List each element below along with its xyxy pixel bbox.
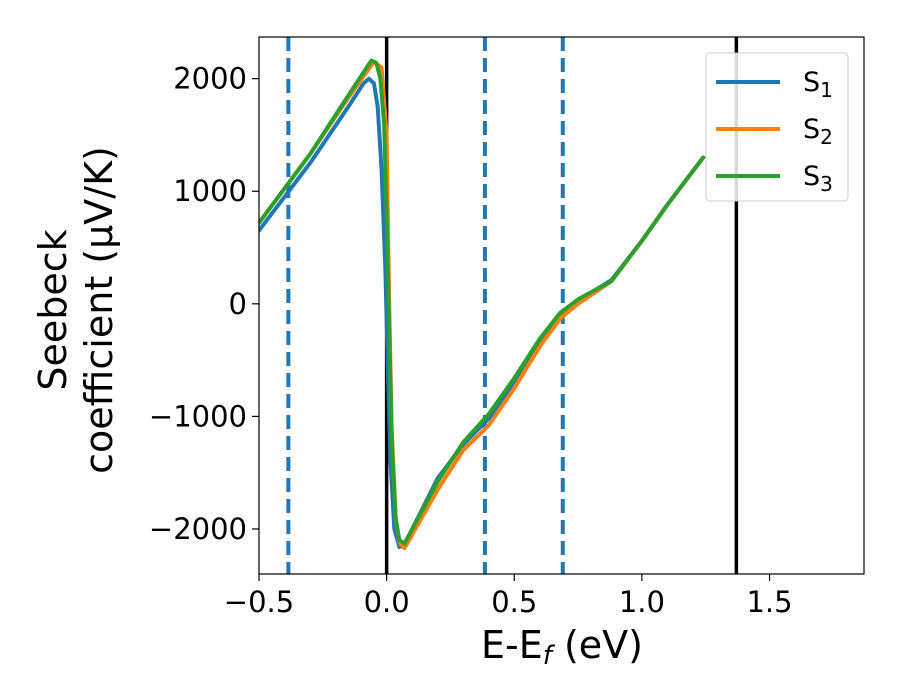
x-tick-label: 0.0 [364,585,410,619]
x-tick-label: −0.5 [224,585,294,619]
x-axis-title-main: E-E [481,623,543,667]
legend-label-main: S [803,114,820,145]
x-axis-title: E-Ef (eV) [481,623,643,671]
series-line-s3 [259,58,706,546]
y-tick-label: −2000 [149,512,247,546]
legend-label-s2: S2 [803,114,833,149]
y-tick-label: 0 [229,287,247,321]
y-axis-title: Seebeck coefficient (μV/K) [31,146,121,474]
legend-label-sub: 1 [820,78,833,102]
x-axis-ticks: −0.5 0.0 0.5 1.0 1.5 [224,574,793,619]
y-tick-label: 2000 [173,62,247,96]
plot-frame [258,36,865,575]
legend-label-s1: S1 [803,67,833,102]
legend-label-main: S [803,161,820,192]
legend-label-s3: S3 [803,161,833,196]
y-tick-label: 1000 [173,174,247,208]
x-tick-label: 1.5 [746,585,792,619]
legend-label-main: S [803,67,820,98]
legend-label-sub: 3 [820,172,833,196]
y-axis-title-line2: coefficient (μV/K) [77,146,121,474]
y-axis-ticks: −2000 −1000 0 1000 2000 [149,62,259,546]
x-axis-title-unit: (eV) [552,623,643,667]
x-tick-label: 0.5 [491,585,537,619]
y-axis-title-line1: Seebeck [31,229,75,390]
x-tick-label: 1.0 [619,585,665,619]
y-tick-label: −1000 [149,399,247,433]
legend-label-sub: 2 [820,125,833,149]
series-lines [259,58,706,551]
